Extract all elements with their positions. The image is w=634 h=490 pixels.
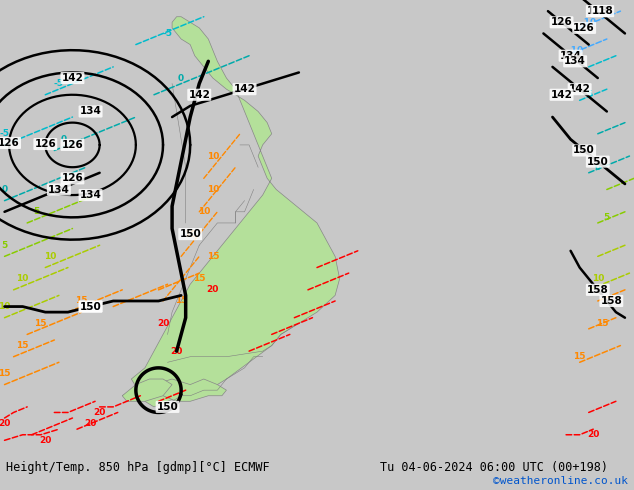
Text: 142: 142: [233, 84, 256, 94]
Text: 20: 20: [39, 436, 51, 445]
Text: 150: 150: [573, 146, 595, 155]
Text: 134: 134: [48, 185, 70, 195]
Text: 150: 150: [80, 301, 101, 312]
Text: 20: 20: [587, 430, 599, 439]
Text: 126: 126: [61, 173, 83, 183]
Text: -5: -5: [162, 29, 172, 38]
Text: -5: -5: [584, 90, 593, 99]
Text: 10: 10: [198, 207, 210, 216]
Text: 0: 0: [1, 185, 8, 194]
Text: 20: 20: [84, 419, 97, 428]
Text: 20: 20: [207, 285, 219, 294]
Text: Tu 04-06-2024 06:00 UTC (00+198): Tu 04-06-2024 06:00 UTC (00+198): [380, 462, 609, 474]
Text: 142: 142: [550, 90, 573, 100]
Text: 10: 10: [0, 302, 11, 311]
Text: 20: 20: [171, 346, 183, 356]
Text: 126: 126: [34, 139, 56, 149]
Text: 5: 5: [33, 207, 39, 216]
Text: Height/Temp. 850 hPa [gdmp][°C] ECMWF: Height/Temp. 850 hPa [gdmp][°C] ECMWF: [6, 462, 270, 474]
Text: 5: 5: [1, 241, 8, 250]
Text: 158: 158: [600, 296, 622, 306]
Text: 126: 126: [551, 17, 573, 27]
Text: 15: 15: [596, 319, 609, 328]
Text: 20: 20: [157, 319, 169, 328]
Text: 158: 158: [587, 285, 609, 295]
Text: 15: 15: [34, 319, 47, 328]
Text: 0: 0: [178, 74, 184, 82]
Text: -10: -10: [567, 46, 583, 55]
Text: -5: -5: [0, 129, 10, 138]
Text: 10: 10: [207, 151, 219, 161]
Text: 0: 0: [595, 163, 601, 172]
Text: 150: 150: [80, 301, 101, 312]
Text: 142: 142: [569, 84, 591, 94]
Text: 15: 15: [16, 341, 29, 350]
Text: 150: 150: [587, 157, 609, 167]
Polygon shape: [131, 17, 340, 407]
Text: 150: 150: [157, 402, 178, 412]
Text: 10: 10: [44, 252, 56, 261]
Text: 134: 134: [80, 106, 101, 117]
Text: 15: 15: [573, 352, 586, 361]
Text: 15: 15: [0, 369, 11, 378]
Text: 20: 20: [93, 408, 106, 417]
Text: 118: 118: [587, 6, 609, 16]
Text: 10: 10: [592, 274, 604, 283]
Text: 10: 10: [207, 185, 219, 194]
Text: ©weatheronline.co.uk: ©weatheronline.co.uk: [493, 476, 628, 487]
Text: 142: 142: [61, 73, 84, 83]
Text: 10: 10: [184, 230, 197, 239]
Text: 10: 10: [16, 274, 29, 283]
Text: 134: 134: [560, 51, 581, 61]
Text: 15: 15: [207, 252, 219, 261]
Text: 126: 126: [61, 140, 83, 150]
Text: 5: 5: [604, 213, 610, 222]
Text: 150: 150: [179, 229, 201, 239]
Text: -10: -10: [581, 18, 597, 27]
Text: 134: 134: [564, 56, 586, 66]
Text: 15: 15: [75, 296, 87, 305]
Text: 142: 142: [188, 90, 210, 100]
Text: 126: 126: [573, 23, 595, 33]
Text: 20: 20: [0, 419, 11, 428]
Polygon shape: [122, 379, 172, 401]
Text: 15: 15: [175, 296, 188, 305]
Text: 134: 134: [80, 190, 101, 200]
Text: 126: 126: [0, 138, 20, 148]
Text: 15: 15: [193, 274, 205, 283]
Text: 0: 0: [60, 135, 67, 144]
Text: -5: -5: [54, 79, 64, 88]
Polygon shape: [122, 379, 226, 401]
Text: 118: 118: [592, 6, 613, 16]
